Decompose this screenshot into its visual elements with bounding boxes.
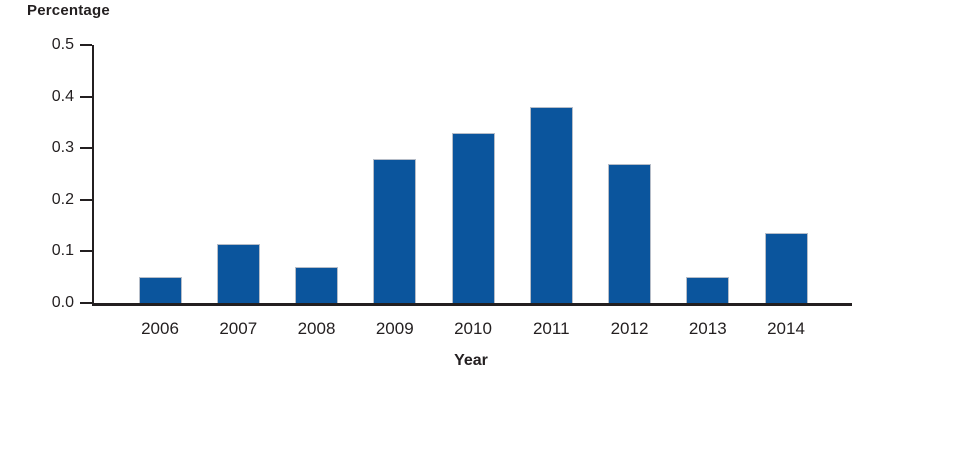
y-tick-label: 0.4 xyxy=(51,87,74,105)
y-tick-label: 0.3 xyxy=(51,139,74,157)
y-tick-mark xyxy=(79,302,92,304)
bar-2013 xyxy=(686,277,730,303)
y-tick-mark xyxy=(79,95,92,98)
bar-2006 xyxy=(138,277,182,303)
y-tick-label: 0.5 xyxy=(51,36,74,53)
x-tick-label-2014: 2014 xyxy=(767,319,805,338)
x-tick-label-2010: 2010 xyxy=(454,319,492,338)
bar-2014 xyxy=(764,233,808,303)
y-tick-mark xyxy=(79,250,92,253)
bar-2012 xyxy=(608,163,651,303)
bar-2007 xyxy=(216,243,260,303)
bar-2011 xyxy=(529,106,573,303)
x-tick-label-2011: 2011 xyxy=(532,319,570,338)
x-tick-label-2008: 2008 xyxy=(297,319,336,338)
x-tick-label-2013: 2013 xyxy=(688,319,727,338)
bar-2009 xyxy=(373,158,417,303)
x-tick-label-2007: 2007 xyxy=(219,319,258,338)
y-tick-mark xyxy=(79,198,92,201)
bar-2010 xyxy=(451,132,495,303)
bar-2008 xyxy=(295,266,338,303)
y-tick-label: 0.2 xyxy=(51,190,74,208)
y-axis-title: Percentage xyxy=(27,2,110,19)
x-axis-title: Year xyxy=(454,352,488,369)
x-tick-label-2006: 2006 xyxy=(141,319,179,338)
y-tick-label: 0.1 xyxy=(51,242,74,260)
y-tick-label: 0.0 xyxy=(51,294,74,311)
x-tick-label-2009: 2009 xyxy=(375,319,414,338)
plot-area: 0.0 0.1 0.2 0.3 0.4 0.5 2006 2007 2008 2009 2010 2… xyxy=(52,37,852,338)
x-tick-label-2012: 2012 xyxy=(610,319,649,338)
y-tick-mark xyxy=(79,44,92,46)
y-tick-mark xyxy=(79,147,92,150)
